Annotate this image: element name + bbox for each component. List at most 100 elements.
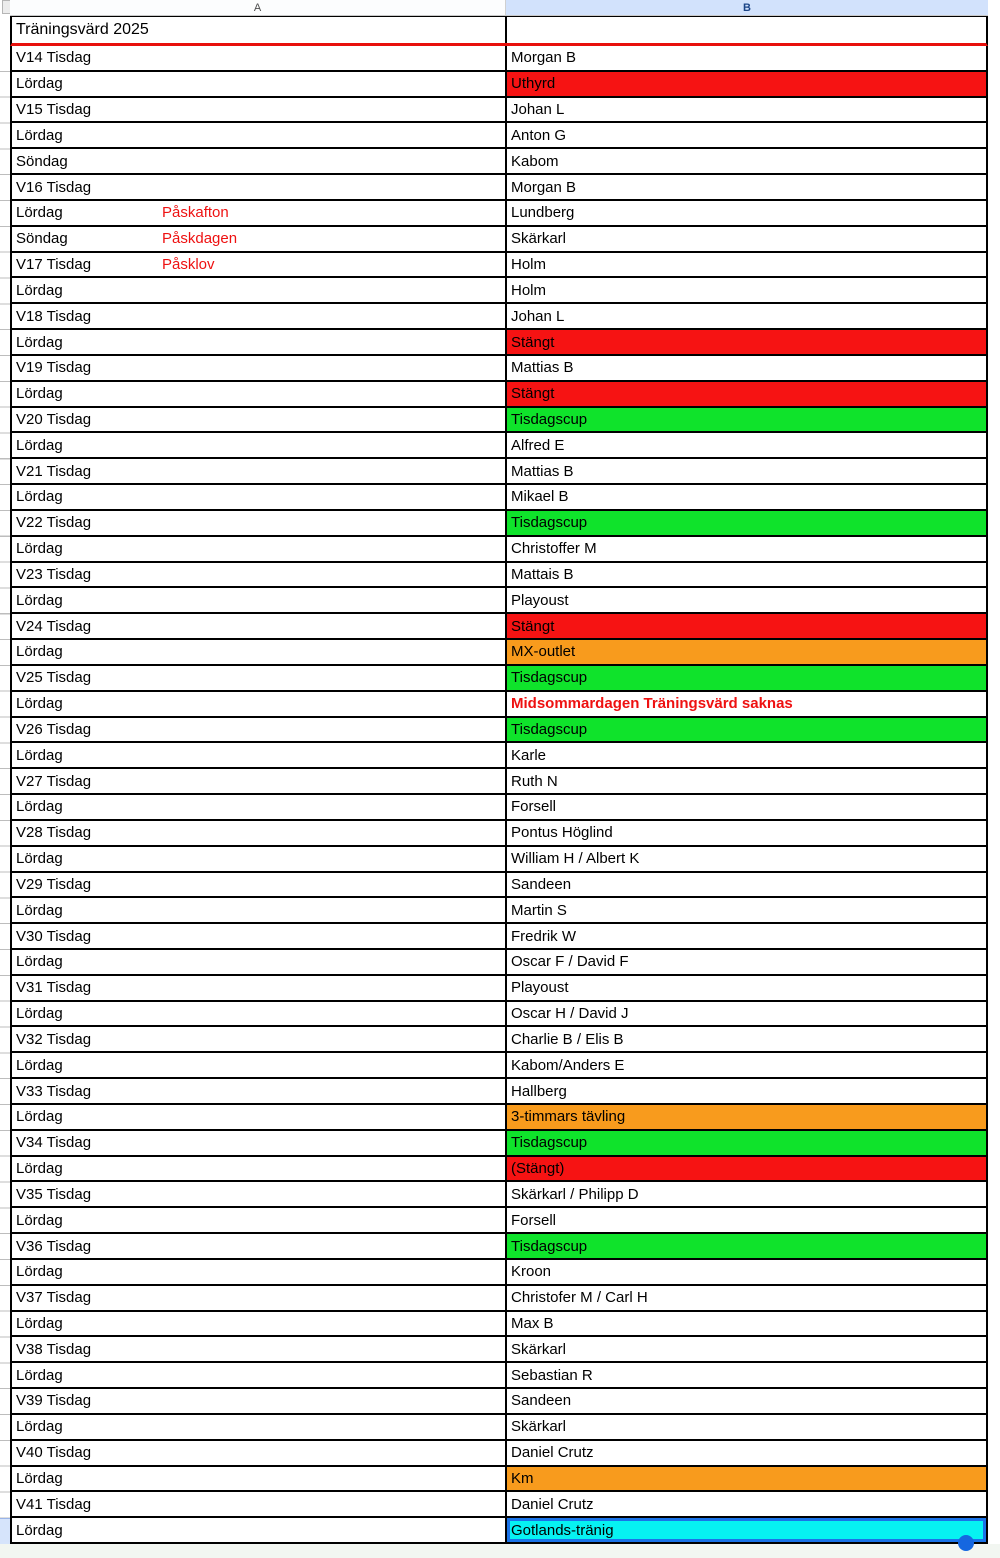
host-cell[interactable]: Sandeen bbox=[507, 1389, 986, 1413]
host-cell[interactable]: Forsell bbox=[507, 795, 986, 819]
host-cell[interactable]: Lundberg bbox=[507, 201, 986, 225]
host-cell[interactable]: Skärkarl bbox=[507, 1415, 986, 1439]
day-cell[interactable]: V40 Tisdag bbox=[12, 1440, 507, 1465]
day-cell[interactable]: Lördag bbox=[12, 1311, 507, 1336]
host-cell[interactable]: Morgan B bbox=[507, 175, 986, 199]
day-cell[interactable]: Lördag bbox=[12, 330, 507, 354]
day-cell[interactable]: Lördag bbox=[12, 691, 507, 716]
day-cell[interactable]: V36 Tisdag bbox=[12, 1234, 507, 1258]
host-cell[interactable]: Ruth N bbox=[507, 769, 986, 793]
day-cell[interactable]: V34 Tisdag bbox=[12, 1130, 507, 1155]
day-cell[interactable]: Lördag bbox=[12, 949, 507, 974]
host-cell[interactable]: Karle bbox=[507, 743, 986, 767]
day-cell[interactable]: Lördag bbox=[12, 1156, 507, 1181]
day-cell[interactable]: Lördag bbox=[12, 588, 507, 613]
day-cell[interactable]: V26 Tisdag bbox=[12, 717, 507, 742]
host-cell[interactable]: Playoust bbox=[507, 976, 986, 1000]
host-cell[interactable]: Kabom bbox=[507, 149, 986, 173]
host-cell[interactable]: Mattias B bbox=[507, 356, 986, 380]
host-cell[interactable]: Tisdagscup bbox=[507, 665, 986, 690]
day-cell[interactable]: V30 Tisdag bbox=[12, 924, 507, 948]
host-cell[interactable]: Hallberg bbox=[507, 1079, 986, 1103]
host-cell[interactable]: 3-timmars tävling bbox=[507, 1104, 986, 1129]
host-cell[interactable]: Daniel Crutz bbox=[507, 1441, 986, 1465]
title-cell[interactable]: Träningsvärd 2025 bbox=[12, 17, 507, 43]
host-cell[interactable]: Johan L bbox=[507, 304, 986, 328]
day-cell[interactable]: Lördag bbox=[12, 1466, 507, 1491]
host-cell[interactable]: Max B bbox=[507, 1312, 986, 1336]
day-cell[interactable]: V32 Tisdag bbox=[12, 1027, 507, 1052]
host-cell[interactable]: Tisdagscup bbox=[507, 717, 986, 742]
day-cell[interactable]: V16 Tisdag bbox=[12, 175, 507, 199]
day-cell[interactable]: Lördag bbox=[12, 278, 507, 303]
day-cell[interactable]: Lördag bbox=[12, 640, 507, 664]
host-cell[interactable]: Oscar H / David J bbox=[507, 1002, 986, 1026]
day-cell[interactable]: Lördag bbox=[12, 1259, 507, 1284]
host-cell[interactable]: Mattias B bbox=[507, 459, 986, 483]
host-cell[interactable]: Christoffer M bbox=[507, 537, 986, 561]
host-cell[interactable]: Skärkarl bbox=[507, 227, 986, 251]
day-cell[interactable]: Lördag bbox=[12, 795, 507, 819]
day-cell[interactable]: V19 Tisdag bbox=[12, 355, 507, 380]
host-cell[interactable]: Tisdagscup bbox=[507, 407, 986, 432]
host-cell[interactable]: Alfred E bbox=[507, 433, 986, 457]
day-cell[interactable]: V17 Tisdag Påsklov bbox=[12, 252, 507, 277]
host-cell[interactable]: Oscar F / David F bbox=[507, 950, 986, 974]
day-cell[interactable]: V18 Tisdag bbox=[12, 304, 507, 329]
host-cell[interactable]: Pontus Höglind bbox=[507, 821, 986, 845]
day-cell[interactable]: Lördag bbox=[12, 536, 507, 561]
host-cell[interactable]: Kroon bbox=[507, 1260, 986, 1284]
host-cell[interactable]: Km bbox=[507, 1466, 986, 1491]
host-cell[interactable]: Uthyrd bbox=[507, 71, 986, 96]
day-cell[interactable]: Lördag bbox=[12, 1518, 507, 1543]
host-cell[interactable]: Skärkarl / Philipp D bbox=[507, 1182, 986, 1206]
host-cell[interactable]: Kabom/Anders E bbox=[507, 1053, 986, 1077]
day-cell[interactable]: Lördag bbox=[12, 433, 507, 458]
host-cell[interactable]: Stängt bbox=[507, 614, 986, 639]
host-cell[interactable]: Johan L bbox=[507, 98, 986, 122]
host-cell[interactable]: Christofer M / Carl H bbox=[507, 1286, 986, 1310]
day-cell[interactable]: V41 Tisdag bbox=[12, 1492, 507, 1517]
day-cell[interactable]: V31 Tisdag bbox=[12, 975, 507, 1000]
day-cell[interactable]: V39 Tisdag bbox=[12, 1389, 507, 1413]
column-header-b[interactable]: B bbox=[506, 0, 988, 16]
day-cell[interactable]: Lördag bbox=[12, 898, 507, 923]
day-cell[interactable]: V23 Tisdag bbox=[12, 562, 507, 587]
day-cell[interactable]: Lördag bbox=[12, 1104, 507, 1129]
host-cell[interactable]: Martin S bbox=[507, 898, 986, 922]
day-cell[interactable]: V37 Tisdag bbox=[12, 1285, 507, 1310]
host-cell[interactable]: Morgan B bbox=[507, 46, 986, 70]
host-cell[interactable]: Tisdagscup bbox=[507, 1130, 986, 1155]
day-cell[interactable]: Lördag bbox=[12, 1001, 507, 1026]
selected-cell[interactable]: Gotlands-tränig bbox=[507, 1518, 986, 1552]
column-header-a[interactable]: A bbox=[10, 0, 506, 16]
host-cell[interactable]: Sebastian R bbox=[507, 1363, 986, 1387]
day-cell[interactable]: V38 Tisdag bbox=[12, 1337, 507, 1362]
day-cell[interactable]: Lördag bbox=[12, 1053, 507, 1078]
host-cell[interactable]: (Stängt) bbox=[507, 1156, 986, 1181]
day-cell[interactable]: V28 Tisdag bbox=[12, 820, 507, 845]
host-cell[interactable]: Mattais B bbox=[507, 563, 986, 587]
host-cell[interactable]: William H / Albert K bbox=[507, 847, 986, 871]
day-cell[interactable]: V27 Tisdag bbox=[12, 769, 507, 794]
day-cell[interactable]: Lördag bbox=[12, 485, 507, 509]
host-cell[interactable]: Skärkarl bbox=[507, 1337, 986, 1361]
day-cell[interactable]: V22 Tisdag bbox=[12, 510, 507, 535]
host-cell[interactable]: Anton G bbox=[507, 123, 986, 147]
day-cell[interactable]: V35 Tisdag bbox=[12, 1182, 507, 1207]
day-cell[interactable]: Lördag bbox=[12, 846, 507, 871]
day-cell[interactable]: Lördag bbox=[12, 1208, 507, 1233]
host-cell[interactable]: Tisdagscup bbox=[507, 1234, 986, 1258]
host-cell[interactable]: Tisdagscup bbox=[507, 510, 986, 535]
host-cell[interactable]: Forsell bbox=[507, 1208, 986, 1232]
day-cell[interactable]: Lördag bbox=[12, 1414, 507, 1439]
title-cell-b-empty[interactable] bbox=[507, 17, 986, 43]
day-cell[interactable]: Lördag bbox=[12, 743, 507, 768]
host-cell[interactable]: Daniel Crutz bbox=[507, 1492, 986, 1516]
selection-handle[interactable] bbox=[958, 1535, 974, 1552]
day-cell[interactable]: V24 Tisdag bbox=[12, 614, 507, 639]
day-cell[interactable]: V33 Tisdag bbox=[12, 1079, 507, 1103]
day-cell[interactable]: V14 Tisdag bbox=[12, 46, 507, 70]
host-cell[interactable]: Sandeen bbox=[507, 873, 986, 897]
day-cell[interactable]: Lördag bbox=[12, 381, 507, 406]
